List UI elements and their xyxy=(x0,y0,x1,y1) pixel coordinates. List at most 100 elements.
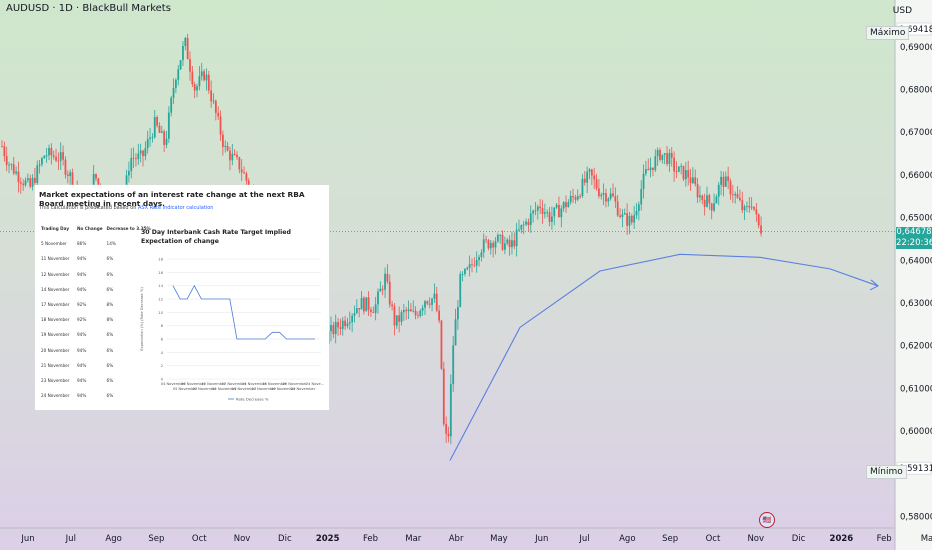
candle-body xyxy=(207,74,210,91)
mini-x-tick: 04 November xyxy=(161,382,186,386)
candle-body xyxy=(602,193,605,195)
candle-body xyxy=(440,320,443,369)
asx-rate-indicator-link[interactable]: ASX Rate indicator calculation xyxy=(138,205,214,211)
candle-body xyxy=(217,112,220,117)
table-cell: 23 November xyxy=(41,377,70,383)
forecast-curve[interactable] xyxy=(449,253,879,461)
rba-col-header: Trading Day xyxy=(41,226,70,232)
candle-body xyxy=(348,322,351,324)
panel-subtitle: This calculation is predicated based on … xyxy=(39,205,213,211)
mini-x-tick: 12 November xyxy=(222,382,247,386)
candle-body xyxy=(649,167,652,171)
candle-body xyxy=(377,291,379,305)
candle-body xyxy=(149,137,151,140)
candle-body xyxy=(22,183,25,186)
candle-body xyxy=(222,134,224,147)
forecast-arrow-head xyxy=(869,279,879,291)
candle-body xyxy=(659,150,661,160)
candle-body xyxy=(734,193,737,196)
candle-body xyxy=(391,304,393,307)
candle-body xyxy=(555,204,558,208)
mini-x-tick: 24 Nove... xyxy=(306,382,324,386)
candle-body xyxy=(238,157,241,170)
candle-body xyxy=(421,307,424,311)
candle-body xyxy=(57,160,60,162)
candle-body xyxy=(739,197,741,201)
table-cell: 11 November xyxy=(41,256,70,262)
candle-body xyxy=(546,212,549,214)
candle-body xyxy=(71,172,74,189)
candle-body xyxy=(703,199,706,207)
x-tick-label: 2025 xyxy=(316,534,340,544)
candle-body xyxy=(485,239,487,241)
candle-body xyxy=(461,274,464,275)
candle-body xyxy=(172,87,175,98)
mini-y-tick: 8 xyxy=(161,323,164,328)
candle-body xyxy=(619,215,621,218)
candle-body xyxy=(684,170,687,180)
us-flag-icon[interactable]: 🇺🇸 xyxy=(759,512,775,528)
candle-body xyxy=(572,195,574,198)
candle-body xyxy=(24,180,27,186)
candle-body xyxy=(182,45,184,61)
mini-y-tick: 12 xyxy=(158,297,163,302)
candle-body xyxy=(466,267,469,270)
table-cell: 19 November xyxy=(41,332,70,338)
candle-body xyxy=(69,172,72,176)
candle-body xyxy=(19,182,22,184)
candle-body xyxy=(513,240,516,247)
candle-body xyxy=(687,170,690,178)
x-tick-label: Nov xyxy=(747,534,764,544)
candle-body xyxy=(144,148,147,157)
candle-body xyxy=(135,158,137,160)
candle-body xyxy=(487,240,490,249)
candle-body xyxy=(595,179,598,189)
candle-body xyxy=(379,288,382,292)
candle-body xyxy=(38,164,41,166)
candle-body xyxy=(55,156,57,161)
table-cell: 94% xyxy=(77,362,87,368)
candle-body xyxy=(36,165,39,183)
candle-body xyxy=(614,196,617,202)
x-tick-label: Ago xyxy=(105,534,121,544)
table-cell: 6% xyxy=(106,332,114,338)
y-tick-label: 0,62000 xyxy=(900,342,932,352)
table-row: 21 November 94% 6% xyxy=(39,358,153,373)
rba-expectations-panel: Market expectations of an interest rate … xyxy=(35,185,329,410)
candle-body xyxy=(480,252,483,257)
candle-body xyxy=(363,297,365,312)
candle-body xyxy=(381,288,384,290)
candle-body xyxy=(640,188,643,205)
candle-body xyxy=(656,150,659,157)
candle-body xyxy=(626,213,628,226)
candle-body xyxy=(675,171,678,173)
candle-body xyxy=(525,221,527,225)
candle-body xyxy=(670,152,673,158)
y-tick-label: 0,67000 xyxy=(900,128,932,138)
max-value-label: 0,69418 xyxy=(899,25,932,35)
candle-body xyxy=(26,178,29,181)
rba-table-header: Trading Day No Change Decrease to 3.35% xyxy=(39,221,153,236)
candle-body xyxy=(652,167,654,170)
candle-body xyxy=(630,215,633,223)
table-cell: 20 November xyxy=(41,347,70,353)
table-row: 19 November 94% 6% xyxy=(39,327,153,342)
candle-body xyxy=(668,152,671,165)
x-tick-label: Feb xyxy=(363,534,378,544)
candle-body xyxy=(424,301,426,308)
candle-body xyxy=(722,176,725,187)
y-tick-label: 0,65000 xyxy=(900,214,932,224)
candle-body xyxy=(198,76,201,87)
candle-body xyxy=(205,74,208,81)
table-cell: 6% xyxy=(106,256,114,262)
candle-body xyxy=(579,195,581,197)
candle-body xyxy=(706,195,708,207)
candle-body xyxy=(179,60,182,70)
price-axis[interactable] xyxy=(895,0,932,550)
x-tick-label: Feb xyxy=(877,534,892,544)
candle-body xyxy=(45,155,48,157)
candle-body xyxy=(621,214,624,218)
table-row: 17 November 92% 8% xyxy=(39,297,153,312)
candle-body xyxy=(158,125,161,133)
panel-subtitle-text: This calculation is predicated based on xyxy=(39,205,137,211)
